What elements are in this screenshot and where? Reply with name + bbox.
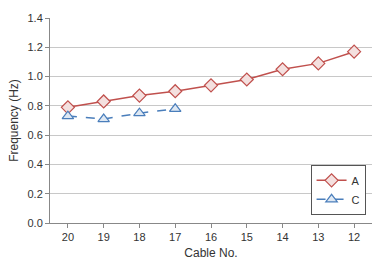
svg-text:0.8: 0.8 <box>28 100 43 112</box>
svg-text:0.2: 0.2 <box>28 188 43 200</box>
svg-text:1.4: 1.4 <box>28 12 43 24</box>
svg-text:Cable No.: Cable No. <box>184 246 237 260</box>
svg-text:19: 19 <box>98 231 110 243</box>
svg-text:0.6: 0.6 <box>28 129 43 141</box>
svg-text:18: 18 <box>133 231 145 243</box>
svg-text:A: A <box>352 175 360 187</box>
svg-text:Frequency (Hz): Frequency (Hz) <box>7 79 21 162</box>
svg-text:1.2: 1.2 <box>28 41 43 53</box>
svg-text:16: 16 <box>205 231 217 243</box>
svg-text:1.0: 1.0 <box>28 70 43 82</box>
svg-text:17: 17 <box>169 231 181 243</box>
svg-text:15: 15 <box>241 231 253 243</box>
svg-text:0.4: 0.4 <box>28 158 43 170</box>
svg-text:20: 20 <box>62 231 74 243</box>
svg-text:13: 13 <box>312 231 324 243</box>
svg-text:0.0: 0.0 <box>28 217 43 229</box>
svg-text:C: C <box>352 194 360 206</box>
svg-text:12: 12 <box>348 231 360 243</box>
svg-text:14: 14 <box>276 231 288 243</box>
